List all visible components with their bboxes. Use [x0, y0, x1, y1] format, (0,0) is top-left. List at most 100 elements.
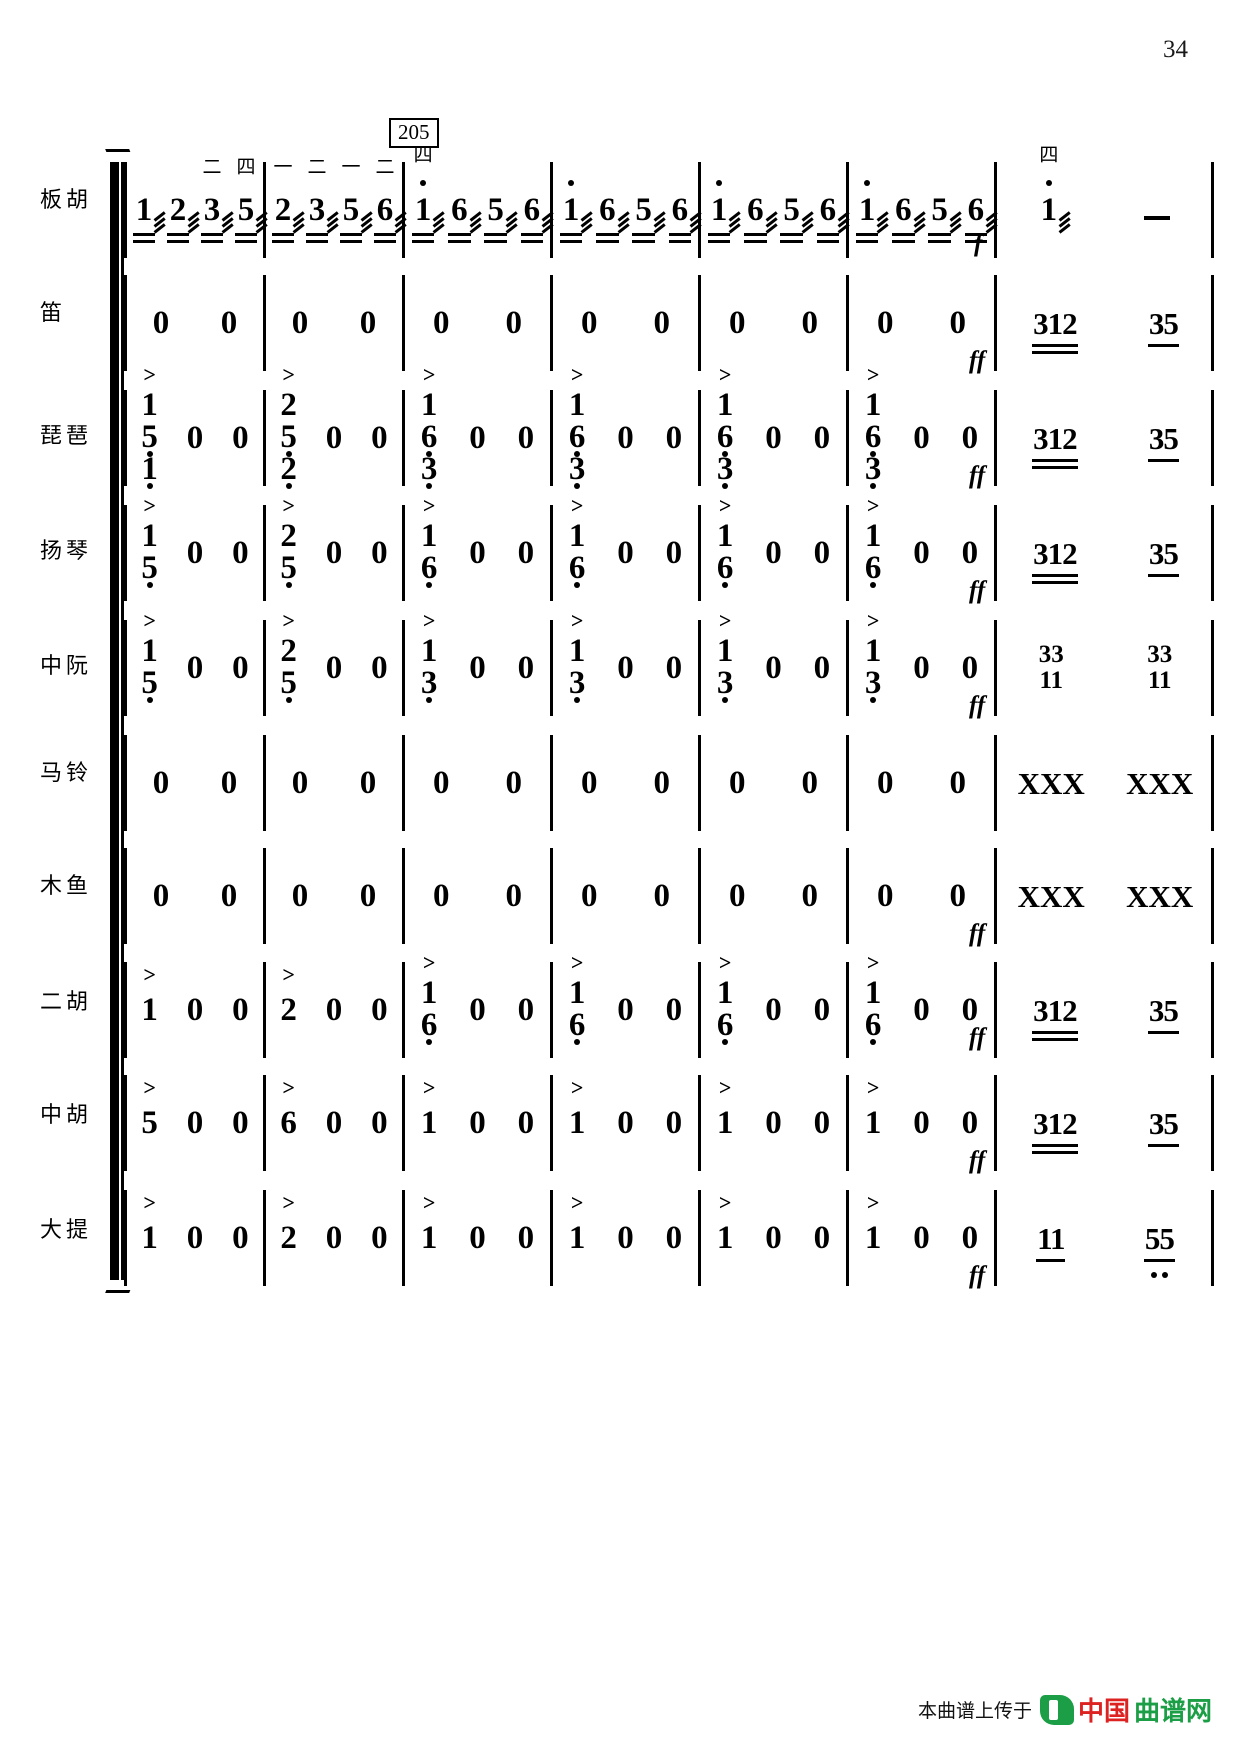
measure[interactable]: 1 > 0 0	[124, 962, 263, 1058]
measure[interactable]: 5 > 0 0	[124, 1075, 263, 1171]
measure[interactable]: 1 > 0 0	[550, 1075, 698, 1171]
chord-note: 5	[280, 550, 297, 588]
measure[interactable]: 1 > 0 0	[402, 1075, 550, 1171]
measure[interactable]: 1 3 >0 0	[698, 610, 846, 716]
measure[interactable]: 1 6 >0 0	[846, 495, 994, 601]
note-rest: 0	[325, 1219, 343, 1256]
measure[interactable]: 1 > 0 0	[550, 1190, 698, 1286]
measure[interactable]: 1 6 >0 0	[846, 952, 994, 1058]
measure[interactable]: 1 5 >0 0	[124, 495, 263, 601]
measure[interactable]: 1 3 >0 0	[846, 610, 994, 716]
measure[interactable]: 1 6 >0 0	[402, 952, 550, 1058]
measure[interactable]: 1 6 >0 0	[698, 952, 846, 1058]
beam-line	[892, 232, 915, 236]
tremolo-slashes	[913, 210, 933, 233]
measure[interactable]: 2 > 0 0	[263, 1190, 402, 1286]
staff-notes-erhu: 1 >0 0 2 >0 0 1 6 >0 0 1 6 >0 0 1 6 >0 0 1 6 >0 0 312 35 ff	[124, 952, 1214, 1058]
measure[interactable]: 1 3 >0 0	[402, 610, 550, 716]
measure[interactable]: XXX XXX	[994, 848, 1214, 944]
note-rest: 0	[665, 1104, 683, 1141]
measure[interactable]: 1 5 1 >0 0	[124, 364, 263, 489]
beam-line	[520, 232, 544, 236]
note-pitch: 2 >	[280, 961, 297, 1028]
brace-thin-line	[121, 162, 124, 1280]
measure[interactable]: 1 3 >0 0	[550, 610, 698, 716]
chord-stack: 1 6 >	[717, 952, 733, 1045]
measure[interactable]: 6 > 0 0	[263, 1075, 402, 1171]
measure[interactable]: 1 6 3 >0 0	[698, 364, 846, 489]
measure[interactable]: 312 35	[994, 275, 1214, 371]
accent-mark: >	[282, 362, 295, 388]
staff-yangqin: 扬琴 1 5 >0 0 2 5 >0 0 1 6 >0 0 1 6 >0 0 1 6 >0 0 1 6 >0 0 312 35 ff	[0, 495, 1240, 604]
beam-line	[559, 239, 583, 243]
octave-down-dot	[426, 1038, 433, 1045]
measure[interactable]: 312 35	[994, 1075, 1214, 1171]
measure[interactable]: 1 6 3 >0 0	[550, 364, 698, 489]
chord-note: 1	[716, 633, 734, 670]
measure[interactable]: 312 35	[994, 505, 1214, 601]
measure[interactable]: 2 5 >0 0	[263, 495, 402, 601]
measure[interactable]: 33 11 33 11	[994, 620, 1214, 716]
measure[interactable]: 1 > 0 0	[124, 1190, 263, 1286]
measure[interactable]: XXX XXX	[994, 735, 1214, 831]
measure[interactable]: 2 5 >0 0	[263, 610, 402, 716]
chord-stack: 1 6 >	[865, 952, 881, 1045]
note-rest: 0	[517, 1219, 535, 1256]
note-pitch: 1 >	[420, 1189, 438, 1256]
measure[interactable]: 1 6 >0 0	[402, 495, 550, 601]
measure[interactable]: 11 55	[994, 1190, 1214, 1286]
measure[interactable]: 1 6 3 >0 0	[402, 364, 550, 489]
measure[interactable]: 1 6 >0 0	[698, 495, 846, 601]
measure[interactable]: 312 35	[994, 390, 1214, 486]
measure[interactable]: 1 > 0 0	[402, 1190, 550, 1286]
note-rest: 0	[765, 1219, 782, 1256]
staff-notes-yangqin: 1 5 >0 0 2 5 >0 0 1 6 >0 0 1 6 >0 0 1 6 >0 0 1 6 >0 0 312 35 ff	[124, 495, 1214, 604]
note-pitch: 1	[132, 193, 166, 243]
measure[interactable]: 1 6 >0 0	[550, 495, 698, 601]
voice-lower: 11	[1039, 667, 1064, 694]
note-rest: 0	[232, 419, 249, 456]
measure[interactable]: 1 6 >0 0	[550, 952, 698, 1058]
measure[interactable]: 1 > 0 0	[698, 1190, 846, 1286]
measure[interactable]: 1 > 0 0	[698, 1075, 846, 1171]
beam-line	[166, 232, 190, 236]
measure[interactable]: 1 > 0 0	[846, 1075, 994, 1171]
measure[interactable]: 2 5 2 >0 0	[263, 364, 402, 489]
measure[interactable]: 1 6 3 >0 0	[846, 364, 994, 489]
measure[interactable]: 312 35	[994, 962, 1214, 1058]
measure[interactable]: 1 5 >0 0	[124, 610, 263, 716]
staff-erhu: 二胡 1 >0 0 2 >0 0 1 6 >0 0 1 6 >0 0 1 6 >0 0 1 6 >0 0 312 35 ff	[0, 952, 1240, 1058]
measure[interactable]: 1 > 0 0	[846, 1190, 994, 1286]
note-pitch: 5 >	[141, 1074, 158, 1141]
instrument-label-zhongruan: 中阮	[40, 653, 93, 678]
measure[interactable]: 2 > 0 0	[263, 962, 402, 1058]
accent-mark: >	[422, 608, 436, 634]
note-rest: 0	[505, 764, 523, 801]
